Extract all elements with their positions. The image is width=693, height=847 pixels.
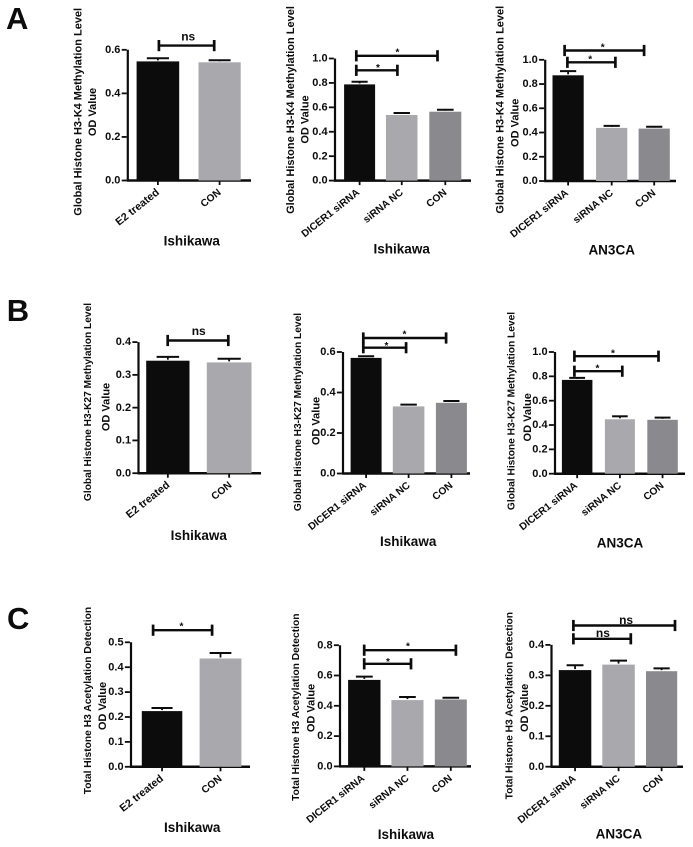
svg-text:0.4: 0.4	[529, 639, 545, 651]
svg-text:Global Histone H3-K4 Methylati: Global Histone H3-K4 Methylation Level	[495, 6, 507, 214]
svg-text:1.0: 1.0	[312, 53, 327, 65]
svg-text:0.8: 0.8	[312, 77, 327, 89]
svg-text:AN3CA: AN3CA	[588, 242, 635, 257]
svg-text:0.0: 0.0	[523, 175, 538, 187]
svg-text:*: *	[402, 330, 406, 341]
svg-text:OD Value: OD Value	[87, 88, 99, 136]
svg-text:Total Histone H3 Acetylation D: Total Histone H3 Acetylation Detection	[291, 614, 302, 801]
svg-text:ns: ns	[192, 324, 206, 338]
svg-text:OD Value: OD Value	[509, 99, 521, 147]
svg-text:0.6: 0.6	[312, 101, 327, 113]
svg-text:Total Histone H3 Acetylation D: Total Histone H3 Acetylation Detection	[505, 612, 516, 799]
svg-text:0.8: 0.8	[523, 78, 538, 90]
svg-text:0.2: 0.2	[532, 443, 547, 455]
svg-text:*: *	[595, 364, 599, 375]
svg-text:0.8: 0.8	[317, 639, 332, 651]
svg-text:0.6: 0.6	[532, 395, 547, 407]
svg-text:0.0: 0.0	[532, 468, 547, 480]
svg-text:0.3: 0.3	[529, 669, 544, 681]
svg-text:C: C	[7, 601, 29, 636]
svg-text:0.4: 0.4	[116, 336, 132, 348]
svg-text:0.2: 0.2	[320, 427, 335, 439]
svg-text:B: B	[7, 293, 29, 328]
svg-text:OD Value: OD Value	[101, 383, 113, 431]
svg-text:0.0: 0.0	[105, 175, 120, 187]
svg-text:A: A	[6, 1, 28, 36]
svg-text:OD Value: OD Value	[311, 397, 323, 445]
svg-text:0.6: 0.6	[523, 102, 538, 114]
svg-text:Ishikawa: Ishikawa	[374, 242, 431, 257]
svg-text:OD Value: OD Value	[522, 393, 534, 441]
svg-text:ns: ns	[619, 613, 633, 627]
svg-text:Ishikawa: Ishikawa	[164, 234, 221, 249]
svg-text:0.8: 0.8	[532, 370, 547, 382]
svg-text:Total Histone H3 Acetylation D: Total Histone H3 Acetylation Detection	[83, 607, 94, 794]
svg-text:*: *	[611, 349, 615, 360]
svg-text:0.0: 0.0	[320, 468, 335, 480]
svg-text:OD Value: OD Value	[97, 682, 109, 730]
svg-text:*: *	[179, 622, 183, 633]
svg-text:Global Histone H3-K27 Methylat: Global Histone H3-K27 Methylation Level	[293, 313, 304, 511]
svg-text:AN3CA: AN3CA	[596, 827, 643, 842]
svg-text:1.0: 1.0	[532, 346, 547, 358]
svg-text:0.4: 0.4	[317, 700, 333, 712]
svg-text:OD Value: OD Value	[306, 684, 318, 732]
svg-text:0.4: 0.4	[312, 126, 328, 138]
svg-text:1.0: 1.0	[523, 54, 538, 66]
svg-text:0.4: 0.4	[523, 127, 539, 139]
svg-text:0.2: 0.2	[312, 150, 327, 162]
svg-text:0.2: 0.2	[116, 402, 131, 414]
svg-text:Ishikawa: Ishikawa	[171, 528, 228, 543]
svg-text:AN3CA: AN3CA	[597, 536, 644, 551]
svg-text:Ishikawa: Ishikawa	[380, 534, 437, 549]
svg-text:OD Value: OD Value	[300, 95, 312, 143]
svg-text:0.2: 0.2	[529, 700, 544, 712]
svg-text:0.4: 0.4	[532, 419, 548, 431]
svg-text:0.0: 0.0	[108, 761, 123, 773]
svg-text:0.2: 0.2	[523, 151, 538, 163]
svg-text:*: *	[588, 54, 592, 65]
svg-text:0.0: 0.0	[116, 467, 131, 479]
svg-text:Ishikawa: Ishikawa	[378, 827, 435, 842]
svg-text:*: *	[376, 63, 380, 74]
svg-text:Ishikawa: Ishikawa	[164, 820, 221, 835]
svg-text:*: *	[601, 42, 605, 53]
svg-text:0.3: 0.3	[116, 369, 131, 381]
svg-text:0.0: 0.0	[317, 761, 332, 773]
svg-text:*: *	[395, 48, 399, 59]
svg-text:0.6: 0.6	[105, 44, 120, 56]
svg-text:0.2: 0.2	[317, 730, 332, 742]
svg-text:0.0: 0.0	[529, 761, 544, 773]
svg-text:*: *	[406, 642, 410, 653]
svg-text:0.0: 0.0	[312, 175, 327, 187]
svg-text:0.4: 0.4	[108, 661, 124, 673]
svg-text:Global Histone H3-K27 Methylat: Global Histone H3-K27 Methylation Level	[83, 303, 94, 501]
svg-text:0.3: 0.3	[108, 686, 123, 698]
svg-text:0.6: 0.6	[320, 346, 335, 358]
svg-text:*: *	[386, 657, 390, 668]
svg-text:0.6: 0.6	[317, 670, 332, 682]
svg-text:0.4: 0.4	[105, 87, 121, 99]
svg-text:Global Histone H3-K27 Methylat: Global Histone H3-K27 Methylation Level	[506, 312, 517, 510]
svg-text:OD Value: OD Value	[519, 684, 531, 732]
svg-text:0.2: 0.2	[108, 711, 123, 723]
svg-text:0.1: 0.1	[529, 730, 544, 742]
svg-text:ns: ns	[596, 626, 610, 640]
svg-text:0.1: 0.1	[116, 435, 131, 447]
svg-text:0.1: 0.1	[108, 736, 123, 748]
svg-text:0.5: 0.5	[108, 636, 123, 648]
svg-text:Global Histone H3-K4 Methylati: Global Histone H3-K4 Methylation Level	[72, 8, 84, 216]
svg-text:Global Histone H3-K4 Methylati: Global Histone H3-K4 Methylation Level	[285, 6, 297, 214]
svg-text:ns: ns	[181, 30, 195, 44]
svg-text:0.2: 0.2	[105, 131, 120, 143]
svg-text:0.4: 0.4	[320, 387, 336, 399]
svg-text:*: *	[385, 341, 389, 352]
